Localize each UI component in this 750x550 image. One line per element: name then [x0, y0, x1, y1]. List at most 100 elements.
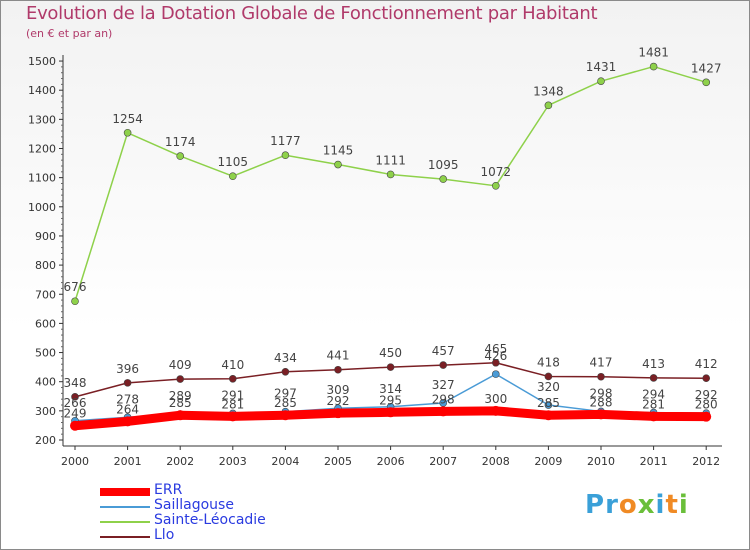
data-point: [596, 409, 606, 420]
data-label: 249: [64, 407, 87, 421]
data-point: [71, 297, 79, 306]
data-point: [122, 416, 133, 427]
data-point: [386, 363, 395, 371]
y-tick-label: 400: [35, 376, 56, 389]
data-point: [701, 411, 712, 422]
legend-label: Sainte-Léocadie: [154, 512, 266, 528]
data-label: 1105: [218, 155, 249, 169]
data-label: 1481: [638, 46, 669, 60]
data-point: [438, 406, 449, 417]
data-label: 285: [537, 396, 560, 410]
y-tick-label: 1200: [28, 143, 56, 156]
data-label: 309: [327, 383, 350, 397]
data-point: [281, 367, 290, 376]
data-label: 1177: [270, 134, 301, 148]
x-tick-label: 2001: [114, 455, 142, 468]
legend-swatch: [100, 506, 150, 508]
x-tick-label: 2003: [219, 455, 247, 468]
data-label: 280: [695, 398, 718, 412]
data-point: [491, 358, 500, 367]
logo-letter: i: [678, 490, 689, 520]
y-tick-label: 1300: [28, 113, 56, 126]
data-label: 289: [169, 389, 192, 403]
data-label: 285: [169, 396, 192, 410]
data-point: [491, 182, 500, 190]
data-label: 410: [221, 358, 244, 372]
y-tick-label: 900: [35, 230, 56, 243]
data-label: 409: [169, 358, 192, 372]
data-point: [334, 365, 342, 374]
data-label: 1111: [375, 153, 406, 167]
data-label: 1348: [533, 84, 564, 98]
data-point: [543, 410, 554, 421]
chart-title: Evolution de la Dotation Globale de Fonc…: [26, 3, 598, 24]
data-label: 1254: [112, 112, 143, 126]
y-tick-label: 500: [35, 347, 56, 360]
chart-subtitle: (en € et par an): [26, 27, 113, 40]
data-point: [439, 361, 448, 369]
data-label: 264: [116, 402, 139, 416]
data-label: 417: [590, 356, 613, 370]
data-label: 1095: [428, 158, 459, 172]
logo-letter: P: [585, 490, 606, 520]
data-label: 285: [274, 396, 297, 410]
y-tick-label: 1000: [28, 201, 56, 214]
data-point: [333, 408, 343, 419]
data-label: 1427: [691, 61, 722, 75]
legend-label: ERR: [154, 482, 183, 498]
data-label: 288: [590, 395, 613, 409]
legend-item-err: ERR: [100, 482, 320, 500]
data-point: [71, 393, 79, 401]
x-tick-label: 2008: [482, 455, 510, 468]
data-label: 281: [642, 397, 665, 411]
series-line: [74, 65, 707, 302]
legend-item-sainte-leocadie: Sainte-Léocadie: [100, 512, 320, 530]
data-label: 281: [221, 397, 244, 411]
data-point: [70, 420, 80, 431]
data-label: 457: [432, 344, 455, 358]
data-label: 298: [432, 392, 455, 406]
data-point: [123, 379, 132, 387]
data-label: 441: [327, 349, 350, 363]
data-point: [227, 411, 238, 422]
data-point: [490, 405, 501, 416]
data-label: 327: [432, 378, 455, 392]
data-label: 297: [274, 387, 297, 401]
data-label: 412: [695, 357, 718, 371]
data-label: 434: [274, 351, 297, 365]
data-label: 1431: [586, 60, 617, 74]
data-label: 300: [484, 392, 507, 406]
data-label: 320: [537, 380, 560, 394]
data-label: 418: [537, 355, 560, 369]
legend-swatch: [100, 488, 150, 496]
x-tick-label: 2002: [166, 455, 194, 468]
data-label: 292: [327, 394, 350, 408]
data-point: [386, 170, 395, 179]
legend-swatch: [100, 536, 150, 538]
data-point: [544, 401, 553, 409]
data-point: [281, 151, 290, 160]
legend-label: Saillagouse: [154, 497, 234, 513]
data-label: 278: [116, 392, 139, 406]
data-label: 426: [484, 349, 507, 363]
y-tick-label: 1500: [28, 55, 56, 68]
data-label: 295: [379, 393, 402, 407]
logo-letter: o: [618, 490, 638, 520]
data-label: 450: [379, 346, 402, 360]
data-label: 294: [642, 388, 665, 402]
logo-letter: i: [655, 490, 666, 520]
data-label: 396: [116, 362, 139, 376]
y-tick-label: 1400: [28, 84, 56, 97]
data-point: [491, 370, 500, 378]
data-label: 465: [484, 342, 507, 356]
logo-letter: x: [637, 490, 656, 520]
data-point: [176, 375, 184, 383]
data-point: [280, 410, 291, 421]
x-tick-label: 2007: [429, 455, 457, 468]
data-point: [176, 152, 184, 160]
data-label: 291: [221, 388, 244, 402]
data-point: [544, 101, 553, 110]
legend-label: Llo: [154, 527, 175, 543]
logo-letter: t: [665, 490, 679, 520]
